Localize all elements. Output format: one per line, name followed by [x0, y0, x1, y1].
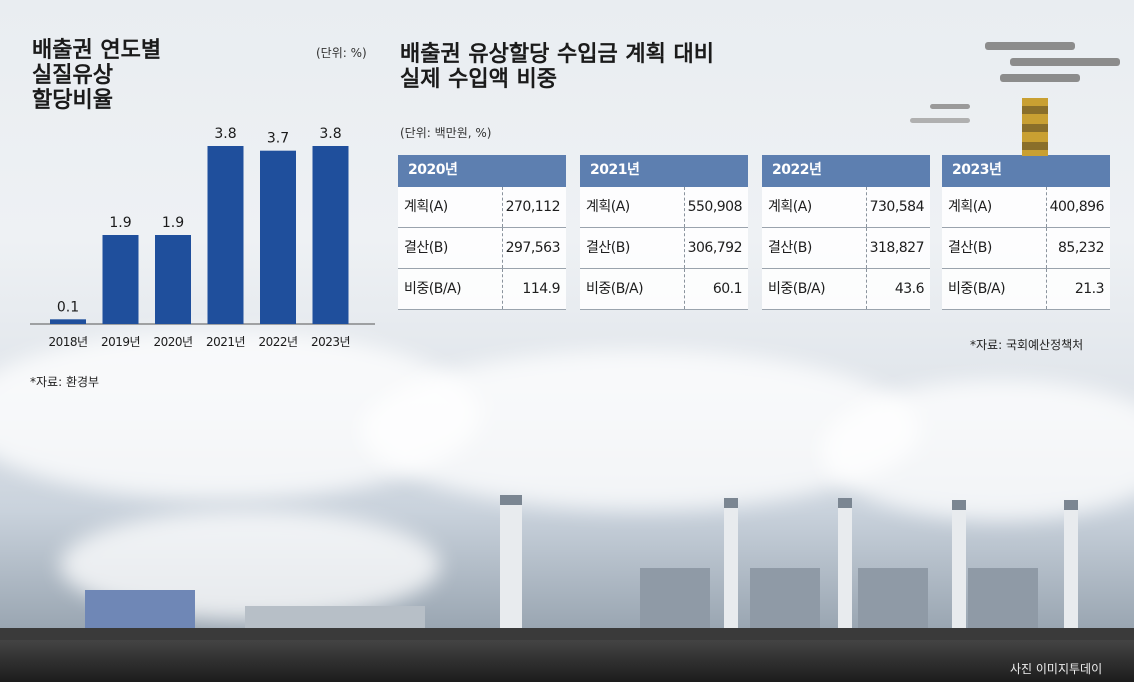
water-surface [0, 640, 1134, 682]
table-row: 결산(B) 85,232 [942, 228, 1110, 269]
row-label: 결산(B) [580, 228, 685, 268]
row-label: 계획(A) [580, 187, 685, 227]
row-value: 85,232 [1058, 240, 1105, 256]
factory-building [858, 568, 928, 630]
table-year-header: 2021년 [580, 155, 748, 185]
factory-building [640, 568, 710, 630]
row-value: 318,827 [869, 240, 925, 256]
table-row: 계획(A) 400,896 [942, 187, 1110, 228]
chart-title-line: 배출권 연도별 [32, 38, 162, 63]
row-label: 결산(B) [398, 228, 503, 268]
smoke-cloud [820, 380, 1134, 520]
year-table-2022: 2022년 계획(A) 730,584 결산(B) 318,827 비중(B/A) 4… [762, 155, 930, 310]
factory-building [85, 590, 195, 632]
chart-unit: (단위: %) [316, 46, 367, 60]
x-tick-label: 2022년 [258, 335, 297, 349]
bar-2020년 [155, 235, 191, 324]
smoke-illustration [985, 42, 1075, 50]
table-row: 비중(B/A) 60.1 [580, 269, 748, 310]
year-table-2021: 2021년 계획(A) 550,908 결산(B) 306,792 비중(B/A) 6… [580, 155, 748, 310]
row-value: 21.3 [1074, 281, 1105, 297]
table-unit: (단위: 백만원, %) [400, 126, 492, 140]
chart-source: *자료: 환경부 [30, 375, 100, 389]
year-table-2020: 2020년 계획(A) 270,112 결산(B) 297,563 비중(B/A) 1… [398, 155, 566, 310]
smoke-illustration [1010, 58, 1120, 66]
bar-2022년 [260, 150, 296, 324]
table-body: 계획(A) 400,896 결산(B) 85,232 비중(B/A) 21.3 [942, 185, 1110, 310]
bar-value-label: 0.1 [57, 299, 79, 315]
bar-value-label: 1.9 [162, 215, 184, 231]
table-title-line: 실제 수입액 비중 [400, 67, 557, 92]
row-value: 550,908 [687, 199, 743, 215]
chimney [838, 498, 852, 633]
table-row: 결산(B) 306,792 [580, 228, 748, 269]
table-row: 비중(B/A) 21.3 [942, 269, 1110, 310]
row-value: 297,563 [505, 240, 561, 256]
table-body: 계획(A) 550,908 결산(B) 306,792 비중(B/A) 60.1 [580, 185, 748, 310]
chimney [1064, 500, 1078, 633]
table-title: 배출권 유상할당 수입금 계획 대비 실제 수입액 비중 [400, 42, 714, 92]
table-body: 계획(A) 270,112 결산(B) 297,563 비중(B/A) 114.9 [398, 185, 566, 310]
smoke-illustration [930, 104, 970, 109]
table-row: 결산(B) 318,827 [762, 228, 930, 269]
row-value: 270,112 [505, 199, 561, 215]
chart-title-line: 실질유상 [32, 63, 113, 88]
table-year-header: 2020년 [398, 155, 566, 185]
factory-building [750, 568, 820, 630]
chimney [724, 498, 738, 633]
table-row: 계획(A) 550,908 [580, 187, 748, 228]
x-tick-label: 2023년 [311, 335, 350, 349]
chart-title: 배출권 연도별 실질유상 할당비율 [32, 38, 161, 113]
row-label: 계획(A) [942, 187, 1047, 227]
bar-value-label: 1.9 [109, 215, 131, 231]
x-tick-label: 2019년 [101, 335, 140, 349]
bar-2019년 [102, 235, 139, 324]
year-table-2023: 2023년 계획(A) 400,896 결산(B) 85,232 비중(B/A) 21… [942, 155, 1110, 310]
row-label: 비중(B/A) [580, 269, 685, 309]
table-source: *자료: 국회예산정책처 [970, 338, 1084, 352]
ground-strip [0, 628, 1134, 640]
smoke-illustration [1000, 74, 1080, 82]
row-value: 114.9 [522, 281, 560, 297]
factory-building [968, 568, 1038, 630]
bar-2021년 [207, 146, 244, 324]
table-body: 계획(A) 730,584 결산(B) 318,827 비중(B/A) 43.6 [762, 185, 930, 310]
row-label: 결산(B) [942, 228, 1047, 268]
row-value: 306,792 [687, 240, 743, 256]
smokestack-illustration [1022, 98, 1048, 156]
row-label: 비중(B/A) [398, 269, 503, 309]
x-tick-label: 2018년 [48, 335, 87, 349]
table-row: 비중(B/A) 114.9 [398, 269, 566, 310]
chimney [500, 495, 522, 635]
chimney [952, 500, 966, 633]
table-row: 계획(A) 270,112 [398, 187, 566, 228]
photo-credit: 사진 이미지투데이 [1010, 662, 1103, 676]
chart-title-line: 할당비율 [32, 88, 113, 113]
table-year-header: 2022년 [762, 155, 930, 185]
bar-chart: 0.1 2018년 1.9 2019년 1.9 2020년 3.8 2021년 3.7 2022년… [30, 126, 375, 349]
row-value: 730,584 [869, 199, 925, 215]
x-tick-label: 2021년 [206, 335, 245, 349]
bar-value-label: 3.8 [319, 126, 341, 142]
row-label: 결산(B) [762, 228, 867, 268]
table-title-line: 배출권 유상할당 수입금 계획 대비 [400, 42, 714, 67]
bar-value-label: 3.8 [214, 126, 236, 142]
row-value: 60.1 [712, 281, 743, 297]
row-label: 비중(B/A) [762, 269, 867, 309]
row-value: 400,896 [1049, 199, 1105, 215]
table-row: 비중(B/A) 43.6 [762, 269, 930, 310]
row-value: 43.6 [894, 281, 925, 297]
bar-value-label: 3.7 [267, 131, 289, 147]
bar-2018년 [50, 319, 86, 324]
x-tick-label: 2020년 [153, 335, 192, 349]
factory-building [245, 606, 425, 632]
row-label: 계획(A) [762, 187, 867, 227]
row-label: 계획(A) [398, 187, 503, 227]
table-year-header: 2023년 [942, 155, 1110, 185]
bar-2023년 [312, 146, 349, 324]
smoke-illustration [910, 118, 970, 123]
row-label: 비중(B/A) [942, 269, 1047, 309]
table-row: 계획(A) 730,584 [762, 187, 930, 228]
table-row: 결산(B) 297,563 [398, 228, 566, 269]
